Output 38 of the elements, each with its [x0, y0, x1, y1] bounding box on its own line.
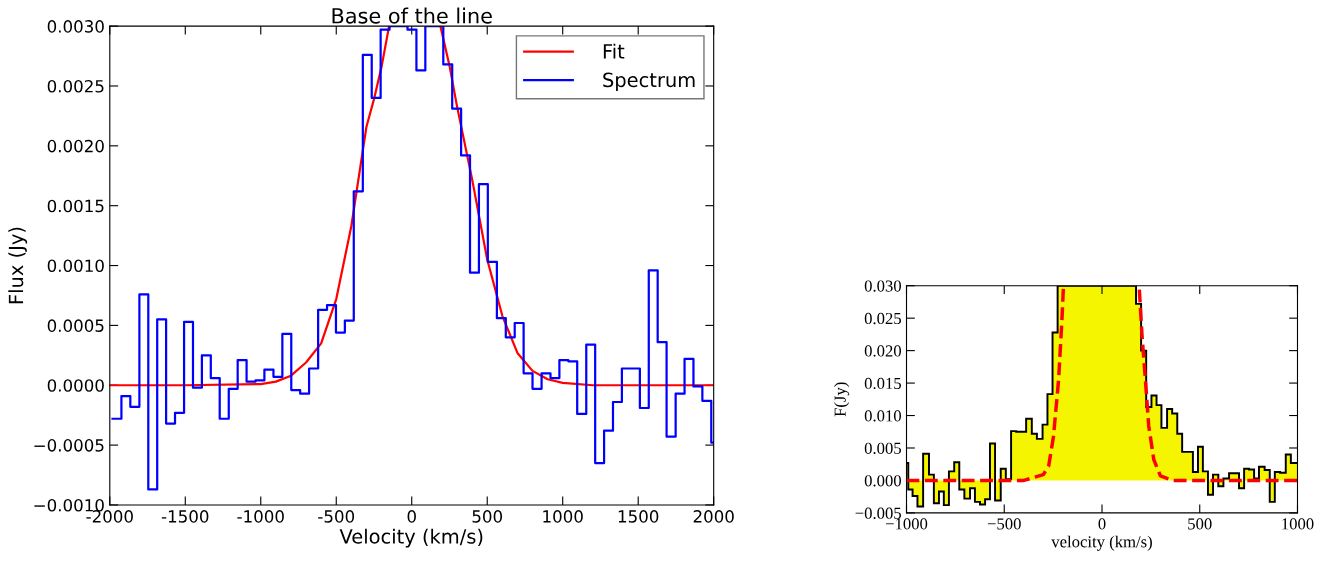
- x-tick-label: -2000: [86, 510, 133, 523]
- y-tick-label: 0.020: [864, 345, 902, 357]
- y-tick-label: 0.0025: [47, 79, 104, 93]
- x-tick-label: 2000: [693, 510, 734, 523]
- x-tick-label: 0: [407, 510, 416, 523]
- legend-label: Fit: [603, 43, 625, 59]
- y-tick-label: 0.0030: [47, 20, 104, 33]
- y-tick-label: 0.0005: [47, 319, 104, 332]
- x-tick-label: -1500: [161, 510, 209, 523]
- y-tick-label: 0.005: [864, 442, 901, 455]
- y-tick-label: −0.0005: [34, 439, 104, 452]
- y-tick-label: 0.0020: [47, 139, 104, 153]
- x-axis-title: Velocity (km/s): [339, 528, 483, 548]
- y-tick-label: 0.025: [864, 312, 901, 325]
- x-tick-label: 500: [472, 510, 503, 523]
- y-tick-label: 0.0000: [47, 379, 104, 392]
- y-tick-label: 0.010: [864, 410, 902, 422]
- x-tick-label: 1000: [1282, 518, 1314, 530]
- x-axis-title: velocity (km/s): [1051, 535, 1152, 551]
- x-tick-label: −500: [987, 518, 1021, 530]
- y-axis-title: Flux (Jy): [8, 227, 28, 304]
- y-tick-label: 0.015: [864, 377, 901, 390]
- y-tick-label: −0.0010: [34, 498, 104, 512]
- x-tick-label: 1000: [543, 510, 583, 523]
- x-tick-label: 500: [1188, 518, 1212, 530]
- x-tick-label: -1000: [237, 510, 284, 523]
- x-tick-label: −1000: [885, 518, 928, 530]
- y-tick-label: 0.0015: [47, 199, 104, 213]
- y-tick-label: 0.0010: [47, 259, 104, 273]
- chart-title: Base of the line: [332, 7, 492, 24]
- y-tick-label: 0.000: [864, 475, 902, 487]
- x-tick-label: 0: [1098, 518, 1106, 530]
- y-tick-label: 0.030: [864, 280, 902, 292]
- y-tick-label: −0.005: [855, 507, 901, 519]
- x-tick-label: 1500: [618, 510, 659, 523]
- x-tick-label: -500: [318, 510, 355, 523]
- legend-label: Spectrum: [603, 72, 695, 91]
- y-axis-title: F(Jy): [834, 382, 850, 417]
